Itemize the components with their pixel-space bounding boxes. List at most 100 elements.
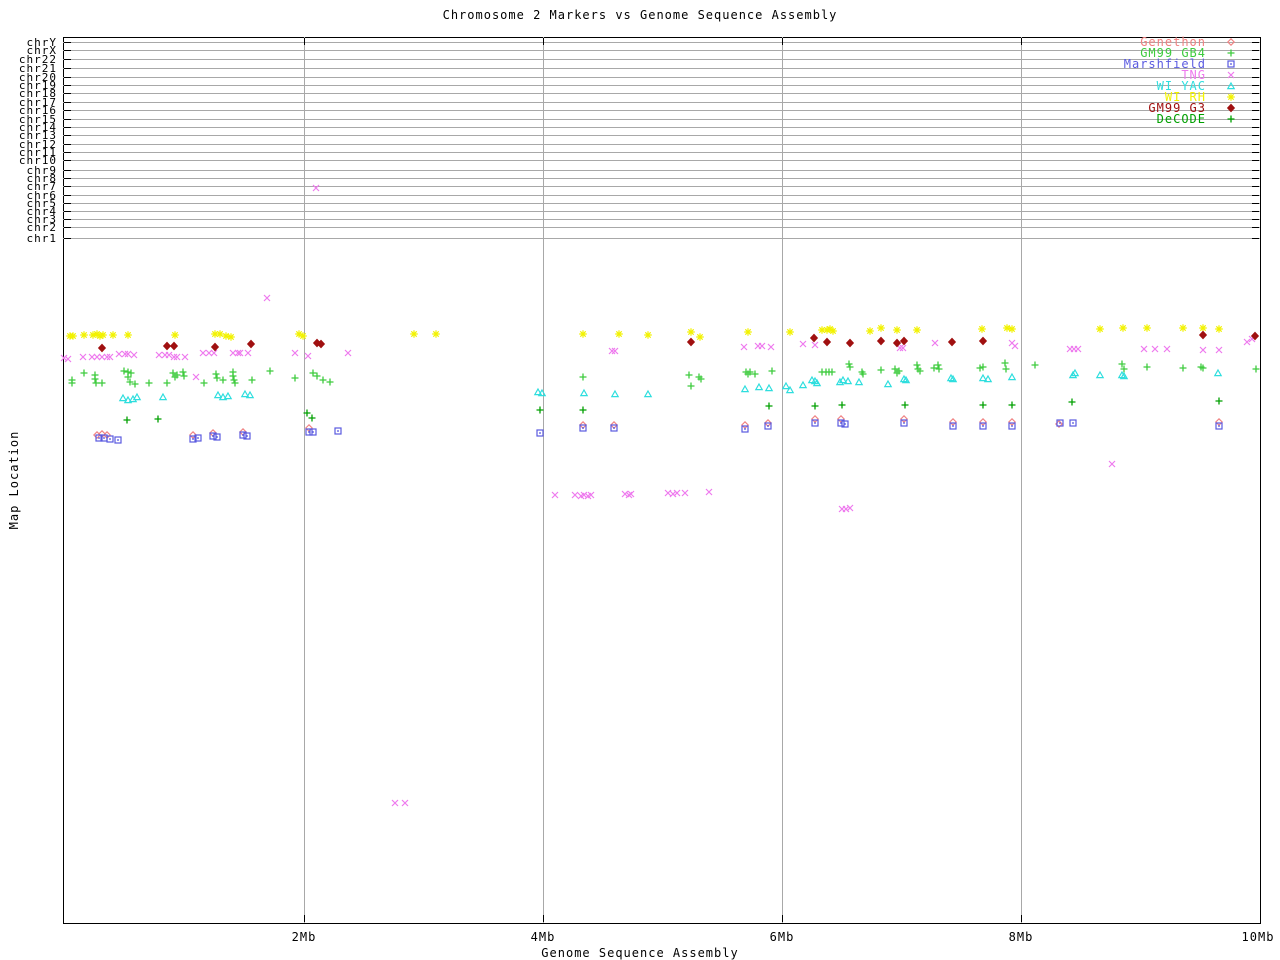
data-point-gm99-gb4 [934, 364, 944, 374]
x-tick-label: 10Mb [1241, 930, 1275, 944]
y-tick-label: chr13 [18, 129, 57, 142]
y-tick-label: chr4 [26, 205, 57, 218]
data-point-tng [155, 351, 163, 359]
data-point-wi-yac [782, 382, 790, 390]
y-tick-left [64, 238, 71, 239]
data-point-tng [121, 350, 129, 358]
data-point-wi-yac [246, 391, 254, 399]
y-tick-right [1252, 152, 1259, 153]
data-point-genethon [1215, 418, 1223, 426]
data-point-decode [122, 415, 132, 425]
y-tick-left [64, 127, 71, 128]
chromosome-gridline [63, 203, 1260, 204]
data-point-wi-yac [644, 390, 652, 398]
data-point-wi-rh [79, 330, 89, 340]
data-point-tng [799, 340, 807, 348]
data-point-tng [291, 349, 299, 357]
mb-gridline [782, 37, 783, 923]
chromosome-gridline [63, 170, 1260, 171]
chromosome-gridline [63, 110, 1260, 111]
data-point-wi-yac [855, 378, 863, 386]
data-point-wi-rh [643, 330, 653, 340]
chromosome-gridline [63, 211, 1260, 212]
data-point-gm99-g3 [1199, 330, 1207, 340]
data-point-gm99-gb4 [179, 371, 189, 381]
data-point-gm99-gb4 [1030, 360, 1040, 370]
y-tick-label: chr8 [26, 172, 57, 185]
data-point-gm99-g3 [810, 333, 818, 343]
legend-marker-gm99-g3 [1227, 103, 1235, 113]
data-point-tng [181, 353, 189, 361]
data-point-wi-yac [119, 394, 127, 402]
data-point-wi-rh [108, 330, 118, 340]
legend-label-marshfield: Marshfield [1123, 57, 1206, 71]
data-point-marshfield [900, 419, 908, 427]
data-point-gm99-g3 [163, 341, 171, 351]
data-point-gm99-g3 [687, 337, 695, 347]
data-point-gm99-g3 [900, 336, 908, 346]
data-point-gm99-gb4 [1142, 362, 1152, 372]
legend-marker-gm99-gb4 [1226, 48, 1236, 58]
y-tick-right [1252, 110, 1259, 111]
data-point-tng [1215, 346, 1223, 354]
data-point-decode [1007, 400, 1017, 410]
chromosome-gridline [63, 50, 1260, 51]
data-point-wi-rh [1214, 324, 1224, 334]
y-tick-right [1252, 178, 1259, 179]
data-point-decode [578, 405, 588, 415]
data-point-gm99-gb4 [876, 365, 886, 375]
data-point-tng [1199, 346, 1207, 354]
data-point-decode [153, 414, 163, 424]
data-point-marshfield [741, 425, 749, 433]
y-tick-label: chr16 [18, 104, 57, 117]
data-point-wi-rh [892, 325, 902, 335]
data-point-tng [673, 489, 681, 497]
y-tick-left [64, 85, 71, 86]
data-point-gm99-gb4 [199, 378, 209, 388]
data-point-tng [344, 349, 352, 357]
y-tick-right [1252, 211, 1259, 212]
y-tick-label: chr21 [18, 62, 57, 75]
y-tick-left [64, 227, 71, 228]
data-point-decode [302, 408, 312, 418]
y-tick-label: chr11 [18, 146, 57, 159]
y-tick-right [1252, 227, 1259, 228]
data-point-tng [124, 350, 132, 358]
chromosome-gridline [63, 77, 1260, 78]
data-point-tng [811, 341, 819, 349]
data-point-wi-rh [123, 330, 133, 340]
legend-marker-marshfield [1227, 60, 1235, 68]
data-point-marshfield [1056, 419, 1064, 427]
data-point-gm99-g3 [247, 339, 255, 349]
data-point-marshfield [1215, 422, 1223, 430]
plot-area [63, 37, 1261, 924]
data-point-marshfield [811, 419, 819, 427]
chromosome-gridline [63, 219, 1260, 220]
data-point-wi-rh [170, 330, 180, 340]
data-point-tng [173, 353, 181, 361]
data-point-gm99-gb4 [212, 373, 222, 383]
data-point-decode [764, 401, 774, 411]
y-tick-left [64, 211, 71, 212]
data-point-decode [900, 400, 910, 410]
data-point-wi-rh [686, 327, 696, 337]
data-point-gm99-gb4 [1251, 364, 1261, 374]
data-point-decode [1067, 397, 1077, 407]
data-point-tng [304, 352, 312, 360]
legend-label-gm99-gb4: GM99 GB4 [1140, 46, 1206, 60]
data-point-wi-rh [977, 324, 987, 334]
data-point-wi-yac [984, 375, 992, 383]
data-point-wi-rh [785, 327, 795, 337]
y-tick-left [64, 195, 71, 196]
data-point-marshfield [979, 422, 987, 430]
data-point-tng [79, 353, 87, 361]
data-point-tng [312, 184, 320, 192]
data-point-decode [1214, 396, 1224, 406]
data-point-wi-rh [1118, 323, 1128, 333]
data-point-tng [767, 343, 775, 351]
data-point-tng [1140, 345, 1148, 353]
data-point-wi-yac [133, 393, 141, 401]
data-point-wi-rh [215, 329, 225, 339]
data-point-gm99-gb4 [97, 378, 107, 388]
data-point-tng [899, 344, 907, 352]
